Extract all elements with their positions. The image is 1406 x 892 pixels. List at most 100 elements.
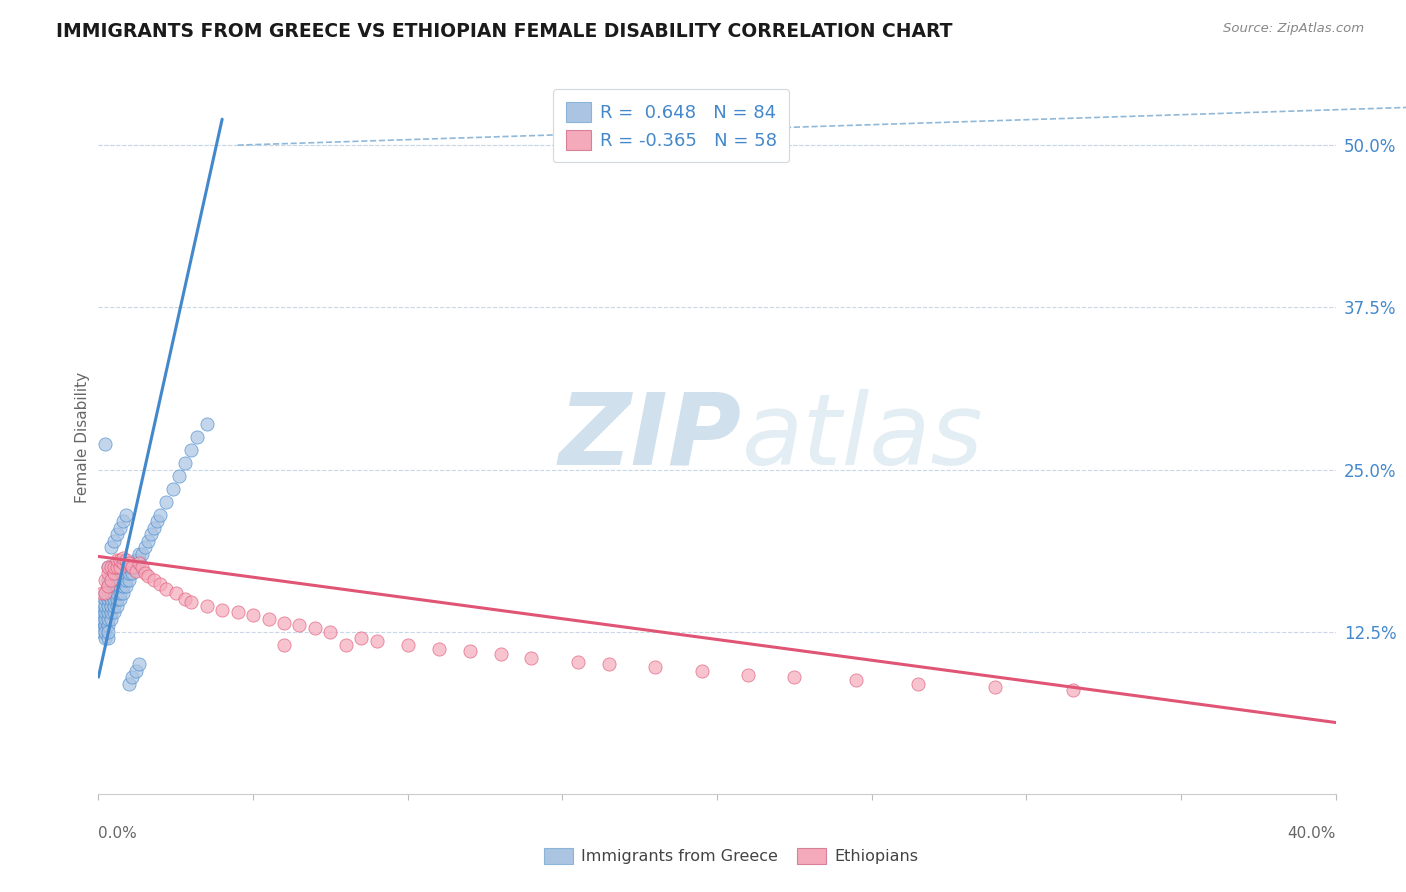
Point xyxy=(128,556,150,570)
Point xyxy=(90,624,112,639)
Point xyxy=(458,644,481,658)
Point xyxy=(366,633,388,648)
Point xyxy=(690,664,713,678)
Point xyxy=(103,566,125,581)
Point xyxy=(396,638,419,652)
Point xyxy=(134,541,156,555)
Point xyxy=(598,657,620,672)
Point xyxy=(149,508,172,522)
Point xyxy=(167,469,190,483)
Point xyxy=(97,579,120,593)
Point xyxy=(783,670,806,684)
Point xyxy=(100,612,122,626)
Point xyxy=(257,612,280,626)
Point xyxy=(288,618,311,632)
Point xyxy=(112,515,135,529)
Point xyxy=(567,655,589,669)
Point xyxy=(97,592,120,607)
Point xyxy=(100,579,122,593)
Point xyxy=(105,527,128,541)
Point xyxy=(136,569,159,583)
Point xyxy=(100,592,122,607)
Point xyxy=(520,650,543,665)
Point xyxy=(139,527,162,541)
Point xyxy=(93,586,115,600)
Point xyxy=(124,553,146,567)
Point xyxy=(112,556,135,570)
Point xyxy=(97,631,120,645)
Point xyxy=(112,579,135,593)
Text: 0.0%: 0.0% xyxy=(98,826,138,841)
Point xyxy=(97,586,120,600)
Point xyxy=(211,602,233,616)
Point xyxy=(149,576,172,591)
Point xyxy=(121,566,143,581)
Point xyxy=(97,599,120,613)
Point xyxy=(131,559,153,574)
Point xyxy=(105,592,128,607)
Point xyxy=(143,521,166,535)
Point xyxy=(90,612,112,626)
Point xyxy=(143,573,166,587)
Point xyxy=(93,436,115,450)
Legend: R =  0.648   N = 84, R = -0.365   N = 58: R = 0.648 N = 84, R = -0.365 N = 58 xyxy=(553,89,789,162)
Point xyxy=(146,515,169,529)
Point xyxy=(124,559,146,574)
Legend: Immigrants from Greece, Ethiopians: Immigrants from Greece, Ethiopians xyxy=(538,841,924,871)
Point xyxy=(100,599,122,613)
Point xyxy=(118,559,141,574)
Point xyxy=(100,573,122,587)
Point xyxy=(350,631,373,645)
Point xyxy=(118,566,141,581)
Point xyxy=(103,533,125,548)
Point xyxy=(97,566,120,581)
Point xyxy=(93,624,115,639)
Point xyxy=(90,605,112,619)
Point xyxy=(112,586,135,600)
Point xyxy=(112,550,135,565)
Point xyxy=(90,586,112,600)
Point xyxy=(97,573,120,587)
Point xyxy=(103,586,125,600)
Point xyxy=(108,553,131,567)
Point xyxy=(93,599,115,613)
Point xyxy=(90,618,112,632)
Point xyxy=(489,647,512,661)
Point xyxy=(226,605,249,619)
Point xyxy=(644,659,666,673)
Point xyxy=(108,586,131,600)
Text: Source: ZipAtlas.com: Source: ZipAtlas.com xyxy=(1223,22,1364,36)
Point xyxy=(93,586,115,600)
Point xyxy=(115,579,138,593)
Point xyxy=(128,553,150,567)
Point xyxy=(97,579,120,593)
Point xyxy=(984,681,1007,695)
Point xyxy=(155,582,177,596)
Point xyxy=(93,612,115,626)
Point xyxy=(845,673,868,687)
Point xyxy=(174,456,197,470)
Point xyxy=(121,559,143,574)
Point xyxy=(180,443,202,458)
Point xyxy=(195,417,218,431)
Y-axis label: Female Disability: Female Disability xyxy=(75,371,90,503)
Point xyxy=(242,607,264,622)
Point xyxy=(162,482,184,496)
Point xyxy=(97,612,120,626)
Point xyxy=(100,586,122,600)
Point xyxy=(907,676,929,690)
Point xyxy=(155,495,177,509)
Point xyxy=(100,559,122,574)
Point xyxy=(273,638,295,652)
Point xyxy=(105,579,128,593)
Point xyxy=(108,573,131,587)
Point xyxy=(100,605,122,619)
Text: IMMIGRANTS FROM GREECE VS ETHIOPIAN FEMALE DISABILITY CORRELATION CHART: IMMIGRANTS FROM GREECE VS ETHIOPIAN FEMA… xyxy=(56,22,953,41)
Point xyxy=(118,556,141,570)
Point xyxy=(136,533,159,548)
Point xyxy=(131,547,153,561)
Point xyxy=(103,599,125,613)
Point xyxy=(118,676,141,690)
Point xyxy=(103,605,125,619)
Point xyxy=(124,564,146,578)
